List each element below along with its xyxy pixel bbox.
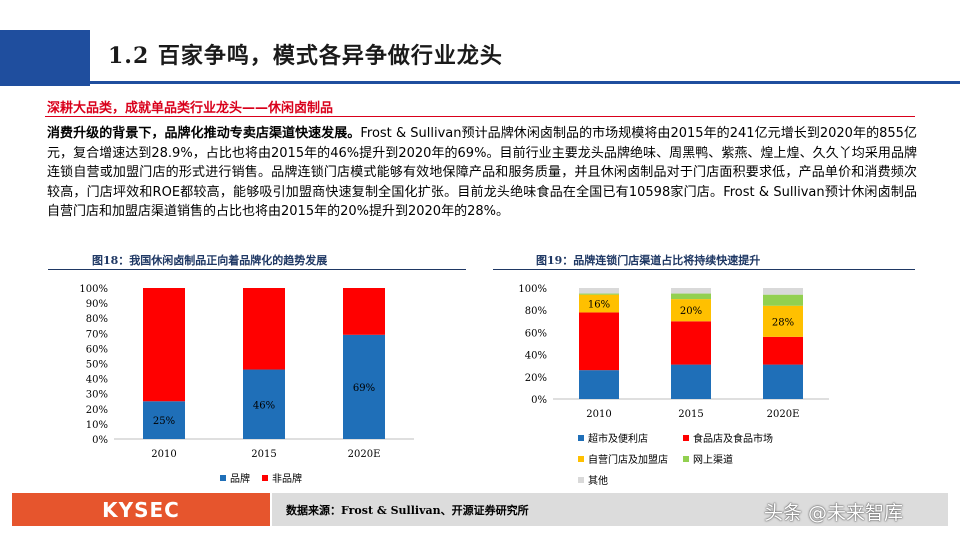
bar-segment: [671, 293, 711, 300]
figure-19-title-rule: [493, 269, 915, 270]
y-tick-label: 40%: [86, 375, 108, 386]
bar-segment: [143, 288, 185, 402]
legend-swatch: [683, 435, 689, 441]
bar-segment: [579, 370, 619, 399]
figure-19-title: 图19：品牌连锁门店渠道占比将持续快速提升: [536, 254, 761, 267]
section-subheading: 深耕大品类，成就单品类行业龙头——休闲卤制品: [47, 101, 334, 116]
figure-18-title: 图18：我国休闲卤制品正向着品牌化的趋势发展: [92, 254, 328, 267]
data-source: 数据来源：Frost & Sullivan、开源证券研究所: [286, 504, 529, 517]
bar-segment: [763, 364, 803, 399]
legend-swatch: [220, 475, 226, 481]
bar-segment: [671, 288, 711, 294]
bar-segment: [579, 294, 619, 313]
legend-label: 网上渠道: [693, 453, 733, 466]
y-tick-label: 20%: [525, 373, 547, 384]
title-accent-block: [0, 30, 90, 86]
figure-18-title-rule: [48, 269, 466, 270]
y-tick-label: 0%: [531, 395, 547, 406]
page-title: 1.2 百家争鸣，模式各异争做行业龙头: [108, 43, 503, 69]
legend-swatch: [578, 477, 584, 483]
body-lead: 消费升级的背景下，品牌化推动专卖店渠道快速发展。: [47, 126, 361, 141]
y-tick-label: 60%: [86, 344, 108, 355]
bar-segment: [343, 334, 385, 439]
data-label: 28%: [772, 317, 794, 328]
bar-segment: [763, 288, 803, 295]
x-tick-label: 2015: [678, 409, 703, 420]
x-tick-label: 2020E: [767, 409, 800, 420]
bar-segment: [243, 369, 285, 439]
bar-segment: [243, 288, 285, 370]
legend-label: 品牌: [230, 472, 250, 485]
data-label: 69%: [353, 383, 375, 394]
kysec-logo: KYSEC: [102, 497, 180, 522]
data-label: 46%: [253, 400, 275, 411]
data-label: 20%: [680, 306, 702, 317]
y-tick-label: 50%: [86, 360, 108, 371]
x-tick-label: 2020E: [348, 449, 381, 460]
y-tick-label: 60%: [525, 328, 547, 339]
y-tick-label: 70%: [86, 329, 108, 340]
bar-segment: [343, 288, 385, 335]
legend-label: 自营门店及加盟店: [588, 453, 668, 466]
y-tick-label: 100%: [518, 284, 547, 295]
data-label: 16%: [588, 300, 610, 311]
bar-segment: [671, 299, 711, 322]
y-tick-label: 30%: [86, 390, 108, 401]
legend-swatch: [578, 435, 584, 441]
y-tick-label: 10%: [86, 420, 108, 431]
legend-swatch: [578, 456, 584, 462]
legend-label: 食品店及食品市场: [693, 432, 773, 445]
brand-share-chart: 0% 10% 20% 30% 40% 50% 60% 70% 80% 90% 100% 25% 2010…: [79, 284, 414, 485]
y-tick-label: 80%: [86, 314, 108, 325]
title-gap: [90, 30, 108, 86]
bar-segment: [671, 321, 711, 365]
footer-source-bar: [272, 493, 948, 526]
body-text: Frost & Sullivan预计品牌休闲卤制品的市场规模将由2015年的24…: [47, 126, 917, 219]
y-tick-label: 20%: [86, 405, 108, 416]
footer-logo-bar: [12, 493, 270, 526]
y-tick-label: 90%: [86, 299, 108, 310]
y-tick-label: 80%: [525, 306, 547, 317]
y-tick-label: 0%: [92, 435, 108, 446]
legend-label: 非品牌: [272, 472, 302, 485]
title-underline: [90, 81, 960, 84]
x-tick-label: 2010: [151, 449, 176, 460]
bar-segment: [143, 401, 185, 439]
bar-segment: [671, 364, 711, 399]
bar-segment: [763, 336, 803, 365]
bar-segment: [579, 288, 619, 294]
subheading-underline: [45, 116, 915, 117]
x-tick-label: 2010: [586, 409, 611, 420]
channel-share-chart: 0% 20% 40% 60% 80% 100% 16% 2010 20% 2015 28% 2020E…: [518, 284, 829, 487]
x-tick-label: 2015: [251, 449, 276, 460]
watermark: 头条 @未来智库: [764, 502, 904, 524]
legend-label: 其他: [588, 474, 608, 487]
data-label: 25%: [153, 416, 175, 427]
body-paragraph: 消费升级的背景下，品牌化推动专卖店渠道快速发展。Frost & Sullivan…: [47, 124, 917, 222]
bar-segment: [763, 305, 803, 337]
bar-segment: [763, 294, 803, 306]
y-tick-label: 100%: [79, 284, 108, 295]
y-tick-label: 40%: [525, 351, 547, 362]
legend-label: 超市及便利店: [588, 432, 648, 445]
bar-segment: [579, 312, 619, 371]
bar-segment: [579, 293, 619, 295]
title-bar: 1.2 百家争鸣，模式各异争做行业龙头: [0, 30, 960, 86]
legend-swatch: [262, 475, 268, 481]
legend-swatch: [683, 456, 689, 462]
